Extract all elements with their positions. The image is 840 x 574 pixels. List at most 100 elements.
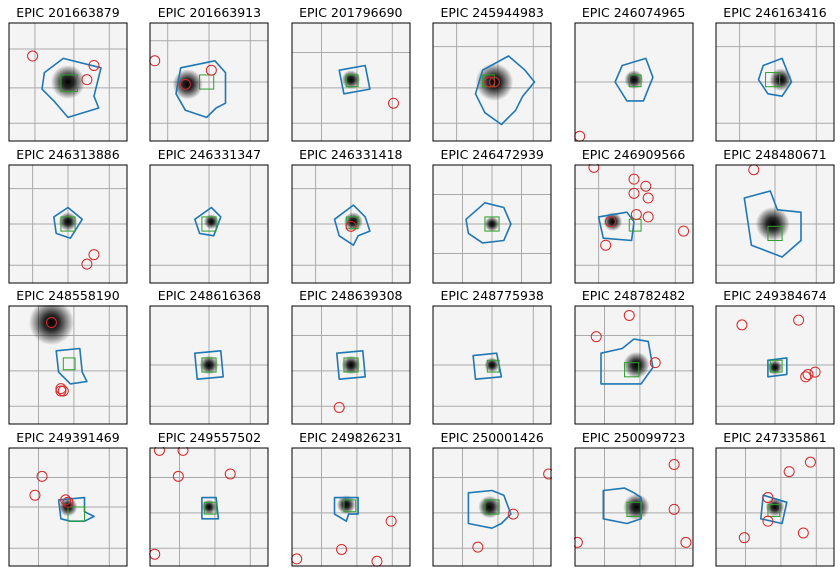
neighbor-marker — [797, 527, 809, 539]
aperture-outline — [175, 59, 227, 119]
target-pixel — [60, 216, 76, 232]
stamp-image — [8, 164, 128, 284]
aperture-outline — [194, 206, 222, 237]
panel-title: EPIC 246331347 — [157, 146, 262, 162]
aperture-outline — [338, 64, 371, 95]
neighbor-marker — [335, 543, 347, 555]
panel: EPIC 248616368 — [149, 283, 269, 425]
image-frame — [149, 305, 269, 425]
aperture-outline — [467, 489, 512, 529]
panel-title: EPIC 201663913 — [157, 5, 262, 20]
target-pixel — [345, 216, 359, 229]
image-frame — [574, 22, 694, 142]
target-star — [622, 351, 650, 379]
panel: EPIC 247335861 — [715, 425, 835, 567]
stamp-image — [149, 22, 269, 142]
aperture-outline — [743, 189, 802, 258]
target-pixel — [486, 359, 500, 373]
neighbor-marker — [809, 366, 821, 378]
aperture-outline — [335, 350, 366, 381]
target-pixel — [199, 74, 215, 90]
aperture-outline — [613, 57, 654, 102]
panel: EPIC 248775938 — [432, 283, 552, 425]
neighbor-marker — [55, 385, 67, 397]
image-frame — [149, 22, 269, 142]
panel-title: EPIC 249384674 — [723, 288, 827, 304]
panel-title: EPIC 249557502 — [157, 429, 262, 445]
neighbor-marker — [762, 491, 774, 503]
panel: EPIC 248639308 — [291, 283, 411, 425]
panel-title: EPIC 246472939 — [440, 146, 544, 162]
target-pixel — [484, 216, 500, 232]
target-pixel — [628, 74, 642, 88]
neighbor-marker — [45, 317, 57, 329]
neighbor-marker — [736, 319, 748, 331]
panel: EPIC 246909566 — [574, 142, 694, 284]
panel: EPIC 246331418 — [291, 142, 411, 284]
panel-title: EPIC 246074965 — [581, 5, 686, 20]
panel-title: EPIC 248480671 — [723, 146, 827, 162]
neighbor-marker — [173, 470, 185, 482]
aperture-outline — [41, 57, 102, 119]
stamp-image — [149, 305, 269, 425]
panel: EPIC 250099723 — [573, 425, 694, 567]
image-frame — [574, 305, 694, 425]
neighbor-marker — [55, 383, 67, 395]
neighbor-marker — [800, 371, 812, 383]
stamp-image — [574, 163, 694, 284]
panel-title: EPIC 250099723 — [581, 429, 686, 445]
image-frame — [432, 164, 552, 284]
neighbor-marker — [628, 187, 640, 199]
target-star — [199, 355, 219, 375]
panel: EPIC 246074965 — [573, 0, 694, 142]
image-frame — [8, 164, 128, 284]
image-frame — [291, 164, 411, 284]
target-pixel — [765, 72, 781, 88]
target-pixel — [201, 357, 217, 373]
panel: EPIC 249557502 — [149, 425, 269, 567]
panel: EPIC 246313886 — [8, 142, 128, 284]
neighbor-marker — [623, 310, 635, 322]
stamp-image — [149, 446, 269, 567]
target-pixel — [484, 499, 500, 515]
image-frame — [574, 447, 694, 567]
neighbor-marker — [573, 536, 583, 548]
neighbor-marker — [29, 489, 41, 501]
target-pixel — [60, 74, 78, 92]
aperture-outline — [55, 347, 88, 385]
image-frame — [8, 305, 128, 425]
stamp-image — [715, 447, 835, 567]
target-pixel — [623, 362, 639, 378]
stamp-image — [432, 164, 552, 284]
target-star — [204, 213, 220, 229]
neighbor-marker — [507, 508, 519, 520]
aperture-outline — [52, 206, 83, 239]
stamp-image — [291, 22, 411, 142]
stamp-image — [715, 305, 835, 425]
stamp-image — [573, 22, 694, 142]
neighbor-marker — [489, 76, 501, 88]
neighbor-marker — [762, 515, 774, 527]
aperture-outline — [201, 496, 220, 520]
neighbor-marker — [472, 541, 484, 553]
neighbor-marker — [387, 97, 399, 109]
panel-title: EPIC 248558190 — [16, 288, 120, 304]
target-star — [478, 495, 502, 519]
neighbor-marker — [81, 74, 93, 86]
stamp-image — [715, 163, 835, 284]
stamp-image — [573, 447, 694, 567]
target-pixel — [767, 225, 783, 241]
neighbor-marker — [628, 173, 640, 185]
neighbor-marker — [225, 468, 237, 480]
neighbor-marker — [587, 163, 599, 173]
target-star — [755, 206, 790, 241]
panel: EPIC 249826231 — [291, 425, 411, 567]
image-frame — [715, 447, 835, 567]
neighbor-marker — [81, 258, 93, 270]
neighbor-marker — [649, 357, 661, 369]
neighbor-marker — [60, 494, 72, 506]
panel-title: EPIC 249826231 — [299, 429, 403, 445]
target-star — [622, 493, 650, 521]
stamp-image — [291, 164, 411, 284]
neighbor-marker — [639, 180, 651, 192]
